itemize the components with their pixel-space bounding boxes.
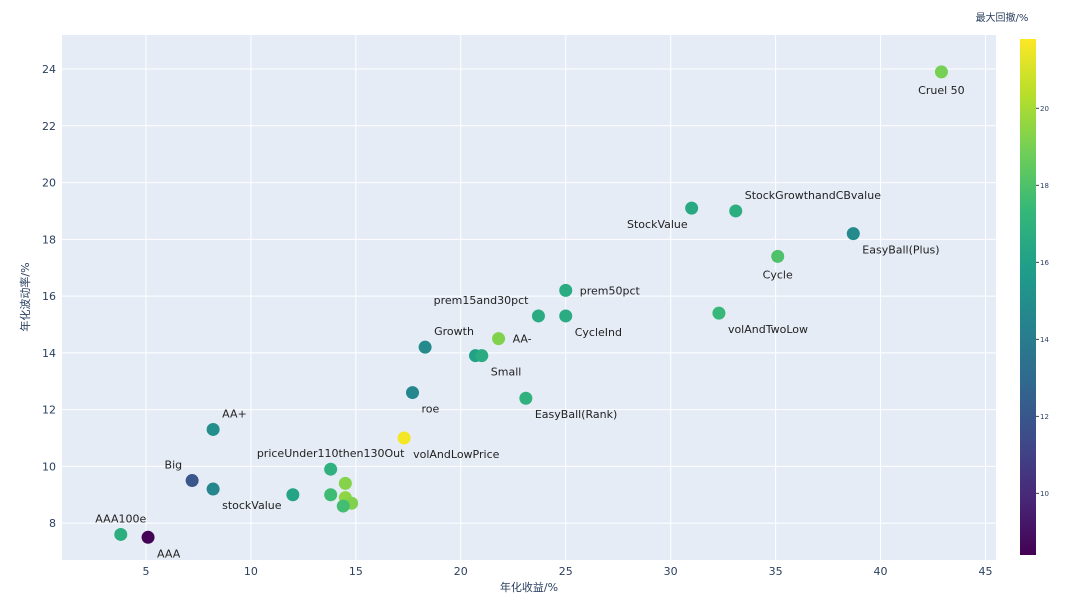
data-label: Cycle [763, 268, 793, 281]
colorbar-tick-label: 16 [1040, 259, 1049, 267]
x-tick-label: 20 [454, 565, 468, 578]
data-label: AA+ [222, 407, 247, 420]
data-label: AA- [513, 333, 532, 346]
x-axis-ticks: 5 10 15 20 25 30 35 40 45 [142, 565, 992, 578]
colorbar-title: 最大回撤/% [976, 11, 1029, 24]
data-point [336, 499, 350, 513]
colorbar: 最大回撤/% 10 12 14 16 18 20 [976, 11, 1049, 555]
data-point [729, 204, 743, 218]
data-label: stockValue [222, 499, 282, 512]
data-point [531, 309, 545, 323]
data-label: EasyBall(Plus) [862, 244, 939, 257]
data-label: Small [491, 366, 522, 379]
data-point [406, 386, 420, 400]
data-point [324, 462, 338, 476]
data-point [338, 476, 352, 490]
data-point [771, 249, 785, 263]
data-point [114, 527, 128, 541]
data-point [934, 65, 948, 79]
data-label: CycleInd [575, 326, 622, 339]
data-point [141, 530, 155, 544]
y-tick-label: 8 [49, 517, 56, 530]
x-tick-label: 15 [349, 565, 363, 578]
data-label: prem50pct [580, 284, 641, 297]
data-point [418, 340, 432, 354]
x-tick-label: 5 [142, 565, 149, 578]
y-tick-label: 18 [42, 233, 56, 246]
data-points [114, 65, 948, 544]
x-tick-label: 30 [664, 565, 678, 578]
colorbar-tick-label: 18 [1040, 182, 1049, 190]
colorbar-tick-label: 14 [1040, 336, 1049, 344]
data-label: volAndTwoLow [728, 323, 808, 336]
data-labels: Cruel 50 StockValue StockGrowthandCBvalue E… [95, 84, 964, 560]
x-tick-label: 10 [244, 565, 258, 578]
data-label: StockGrowthandCBvalue [745, 189, 881, 202]
colorbar-tick-label: 20 [1040, 105, 1049, 113]
data-point [685, 201, 699, 215]
colorbar-ticks: 10 12 14 16 18 20 [1036, 105, 1049, 498]
data-label: Cruel 50 [918, 84, 965, 97]
data-label: roe [422, 403, 440, 416]
y-tick-label: 14 [42, 347, 56, 360]
data-point [846, 227, 860, 241]
y-tick-label: 24 [42, 63, 56, 76]
grid-lines [62, 35, 996, 560]
data-label: StockValue [627, 218, 688, 231]
data-point [206, 482, 220, 496]
x-tick-label: 45 [979, 565, 993, 578]
data-point [519, 391, 533, 405]
y-axis-ticks: 8 10 12 14 16 18 20 22 24 [42, 63, 56, 530]
x-axis-title: 年化收益/% [500, 580, 558, 594]
data-point [206, 422, 220, 436]
data-point [559, 283, 573, 297]
data-label: Big [165, 459, 183, 472]
data-label: Growth [434, 325, 474, 338]
data-point [185, 474, 199, 488]
data-point [712, 306, 726, 320]
y-tick-label: 12 [42, 404, 56, 417]
data-point [286, 488, 300, 502]
data-point [397, 431, 411, 445]
colorbar-tick-label: 10 [1040, 490, 1049, 498]
y-tick-label: 22 [42, 120, 56, 133]
y-tick-label: 16 [42, 290, 56, 303]
x-tick-label: 40 [874, 565, 888, 578]
colorbar-tick-label: 12 [1040, 413, 1049, 421]
data-point [492, 332, 506, 346]
data-point [559, 309, 573, 323]
y-tick-label: 10 [42, 460, 56, 473]
data-label: AAA [157, 547, 181, 560]
data-point [324, 488, 338, 502]
x-tick-label: 35 [769, 565, 783, 578]
y-tick-label: 20 [42, 177, 56, 190]
data-label: AAA100e [95, 512, 146, 525]
data-label: EasyBall(Rank) [535, 408, 617, 421]
data-point [475, 349, 489, 363]
x-tick-label: 25 [559, 565, 573, 578]
data-label: priceUnder110then130Out [257, 447, 405, 460]
plot-area [62, 35, 996, 560]
colorbar-gradient [1020, 39, 1036, 555]
data-label: volAndLowPrice [413, 448, 500, 461]
y-axis-title: 年化波动率/% [18, 262, 32, 331]
data-label: prem15and30pct [434, 294, 529, 307]
